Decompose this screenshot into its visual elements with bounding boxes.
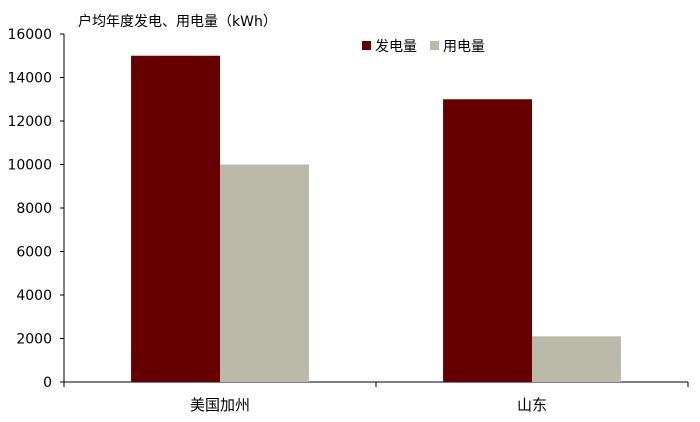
y-tick-label: 16000 <box>7 27 52 43</box>
plot-area: 0 2000 4000 6000 8000 10000 12000 14000 16000 美国加… <box>7 27 689 414</box>
bar-generation-0 <box>131 55 220 382</box>
y-tick-label: 0 <box>43 375 52 391</box>
legend-label-consumption: 用电量 <box>443 39 485 55</box>
y-tick-label: 10000 <box>7 158 52 174</box>
y-tick-label: 14000 <box>7 71 52 87</box>
bar-consumption-1 <box>532 336 621 382</box>
y-tick-label: 2000 <box>16 332 52 348</box>
legend-swatch-consumption <box>430 41 439 50</box>
bar-consumption-0 <box>220 164 309 382</box>
y-tick-label: 8000 <box>16 201 52 217</box>
y-tick-label: 12000 <box>7 114 52 130</box>
x-category-label: 美国加州 <box>190 396 250 414</box>
unit-label: 户均年度发电、用电量（kWh） <box>78 13 277 30</box>
bar-generation-1 <box>443 99 532 382</box>
legend: 发电量 用电量 <box>362 39 485 55</box>
y-tick-label: 4000 <box>16 288 52 304</box>
legend-label-generation: 发电量 <box>375 39 417 55</box>
x-category-label: 山东 <box>517 396 547 414</box>
y-tick-label: 6000 <box>16 245 52 261</box>
legend-swatch-generation <box>362 41 371 50</box>
